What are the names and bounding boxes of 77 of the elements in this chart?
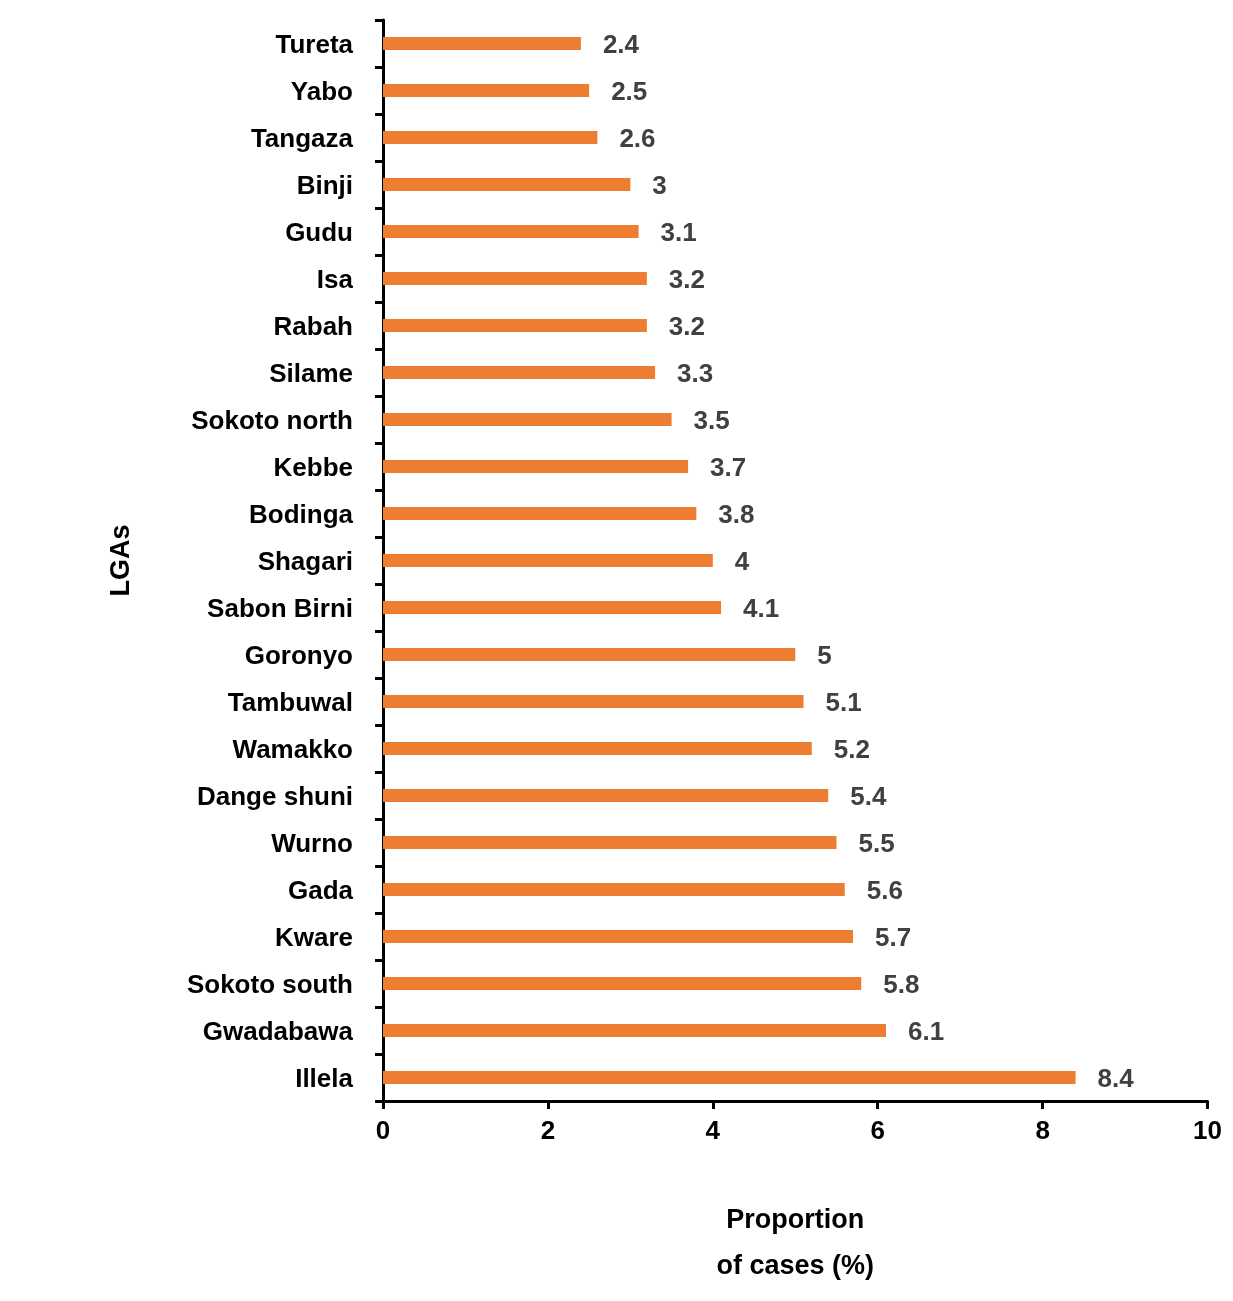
- data-label: 5: [817, 639, 832, 670]
- data-label: 4: [734, 545, 750, 576]
- y-tick-label: Silame: [269, 357, 353, 388]
- y-tick-label: Goronyo: [244, 639, 353, 670]
- y-tick-label: Kebbe: [273, 451, 353, 482]
- data-label: 5.4: [850, 780, 887, 811]
- bar: [383, 554, 713, 567]
- bar: [383, 131, 598, 144]
- bar: [383, 695, 804, 708]
- x-tick-label: 10: [1193, 1115, 1222, 1145]
- y-tick-label: Illela: [295, 1062, 354, 1093]
- data-label: 2.5: [611, 75, 648, 106]
- y-tick-label: Shagari: [257, 545, 353, 576]
- y-axis-title: LGAs: [104, 524, 135, 597]
- bar: [383, 1024, 886, 1037]
- y-tick-label: Gada: [287, 874, 354, 905]
- bar: [383, 225, 639, 238]
- data-label: 3.2: [668, 263, 706, 294]
- bar: [383, 930, 853, 943]
- bar: [383, 37, 581, 50]
- bar: [383, 742, 812, 755]
- y-tick-label: Gudu: [285, 216, 353, 247]
- bar: [383, 366, 656, 379]
- bar: [383, 413, 672, 426]
- data-label: 5.5: [858, 827, 895, 858]
- x-tick-label: 6: [870, 1115, 885, 1145]
- y-tick-label: Tangaza: [250, 122, 354, 153]
- bar: [383, 648, 796, 661]
- data-label: 3.2: [668, 310, 706, 341]
- y-tick-label: Tambuwal: [227, 686, 353, 717]
- data-label: 5.1: [825, 686, 862, 717]
- data-label: 3.3: [677, 357, 714, 388]
- y-tick-label: Gwadabawa: [202, 1015, 354, 1046]
- y-tick-label: Sokoto south: [186, 968, 353, 999]
- y-tick-label: Rabah: [273, 310, 353, 341]
- bar: [383, 460, 689, 473]
- data-label: 2.4: [602, 28, 640, 59]
- bar: [383, 836, 837, 849]
- bar: [383, 1071, 1076, 1084]
- data-label: 5.6: [866, 874, 903, 905]
- bar: [383, 883, 845, 896]
- data-label: 3: [652, 169, 667, 200]
- y-tick-label: Kware: [274, 921, 353, 952]
- y-tick-label: Bodinga: [249, 498, 354, 529]
- x-tick-label: 8: [1035, 1115, 1050, 1145]
- data-label: 5.2: [833, 733, 870, 764]
- y-tick-label: Wamakko: [232, 733, 353, 764]
- y-tick-label: Sabon Birni: [207, 592, 353, 623]
- data-label: 2.6: [619, 122, 656, 153]
- y-tick-label: Wurno: [271, 827, 353, 858]
- data-label: 8.4: [1097, 1062, 1135, 1093]
- y-tick-label: Yabo: [290, 75, 353, 106]
- bar: [383, 272, 647, 285]
- bar: [383, 601, 722, 614]
- x-tick-label: 4: [705, 1115, 721, 1145]
- bar: [383, 507, 697, 520]
- bar: [383, 84, 590, 97]
- data-label: 5.8: [883, 968, 920, 999]
- bar: [383, 319, 647, 332]
- bar: [383, 178, 631, 191]
- bar: [383, 977, 862, 990]
- x-tick-label: 0: [375, 1115, 391, 1145]
- data-label: 6.1: [907, 1015, 945, 1046]
- data-label: 5.7: [874, 921, 912, 952]
- data-label: 3.5: [693, 404, 730, 435]
- data-label: 4.1: [743, 592, 780, 623]
- y-tick-label: Isa: [316, 263, 354, 294]
- data-label: 3.7: [710, 451, 747, 482]
- data-label: 3.1: [660, 216, 697, 247]
- x-tick-label: 2: [540, 1115, 556, 1145]
- y-tick-label: Sokoto north: [191, 404, 353, 435]
- y-tick-label: Binji: [296, 169, 353, 200]
- bar: [383, 789, 829, 802]
- y-tick-label: Tureta: [275, 28, 354, 59]
- x-axis-title: Proportion of cases (%): [716, 1204, 875, 1280]
- data-label: 3.8: [718, 498, 755, 529]
- y-tick-label: Dange shuni: [196, 780, 353, 811]
